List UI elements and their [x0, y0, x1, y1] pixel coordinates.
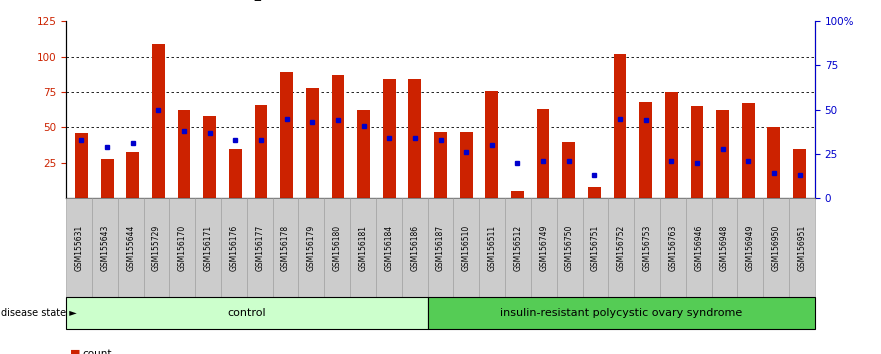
- Bar: [793, 149, 806, 198]
- Text: GSM156763: GSM156763: [669, 224, 677, 271]
- Bar: [280, 72, 293, 198]
- Bar: [640, 102, 652, 198]
- Text: GSM155631: GSM155631: [75, 225, 84, 271]
- Bar: [229, 149, 241, 198]
- Bar: [409, 79, 421, 198]
- Text: GSM156170: GSM156170: [178, 225, 187, 271]
- Text: GSM156752: GSM156752: [617, 225, 626, 271]
- Text: GSM156179: GSM156179: [307, 225, 316, 271]
- Bar: [460, 132, 472, 198]
- Bar: [126, 152, 139, 198]
- Text: GSM156180: GSM156180: [333, 225, 342, 271]
- Text: GSM156176: GSM156176: [229, 225, 239, 271]
- Text: GSM156946: GSM156946: [694, 224, 703, 271]
- Bar: [665, 92, 677, 198]
- Bar: [178, 110, 190, 198]
- Text: GSM156948: GSM156948: [720, 225, 729, 271]
- Text: GSM156177: GSM156177: [255, 225, 264, 271]
- Text: GSM156187: GSM156187: [436, 225, 445, 271]
- Text: GSM156510: GSM156510: [462, 225, 470, 271]
- Bar: [537, 109, 550, 198]
- Bar: [562, 142, 575, 198]
- Text: GSM156950: GSM156950: [772, 224, 781, 271]
- Text: count: count: [82, 349, 111, 354]
- Text: control: control: [227, 308, 266, 318]
- Bar: [588, 187, 601, 198]
- Text: GSM155644: GSM155644: [126, 224, 135, 271]
- Bar: [716, 110, 729, 198]
- Bar: [742, 103, 755, 198]
- Text: GSM156512: GSM156512: [514, 225, 522, 271]
- Bar: [152, 44, 165, 198]
- Bar: [75, 133, 88, 198]
- Text: ■: ■: [70, 349, 81, 354]
- Bar: [434, 132, 447, 198]
- Text: GSM156186: GSM156186: [411, 225, 419, 271]
- Bar: [691, 106, 703, 198]
- Bar: [511, 191, 524, 198]
- Bar: [255, 105, 268, 198]
- Text: disease state ►: disease state ►: [1, 308, 77, 318]
- Text: GSM156511: GSM156511: [488, 225, 497, 271]
- Text: GSM156750: GSM156750: [565, 224, 574, 271]
- Text: GSM156951: GSM156951: [797, 225, 806, 271]
- Text: GSM156184: GSM156184: [384, 225, 393, 271]
- Bar: [357, 110, 370, 198]
- Text: insulin-resistant polycystic ovary syndrome: insulin-resistant polycystic ovary syndr…: [500, 308, 743, 318]
- Bar: [613, 54, 626, 198]
- Text: GSM155729: GSM155729: [152, 225, 161, 271]
- Text: GSM156751: GSM156751: [591, 225, 600, 271]
- Text: GSM155643: GSM155643: [100, 224, 109, 271]
- Text: GSM156749: GSM156749: [539, 224, 548, 271]
- Text: GSM156178: GSM156178: [281, 225, 290, 271]
- Bar: [306, 88, 319, 198]
- Text: GSM156181: GSM156181: [359, 225, 367, 271]
- Text: GSM156171: GSM156171: [204, 225, 212, 271]
- Bar: [331, 75, 344, 198]
- Text: GSM156949: GSM156949: [746, 224, 755, 271]
- Text: GSM156753: GSM156753: [642, 224, 652, 271]
- Bar: [204, 116, 216, 198]
- Bar: [485, 91, 498, 198]
- Bar: [383, 79, 396, 198]
- Bar: [100, 159, 114, 198]
- Bar: [767, 127, 781, 198]
